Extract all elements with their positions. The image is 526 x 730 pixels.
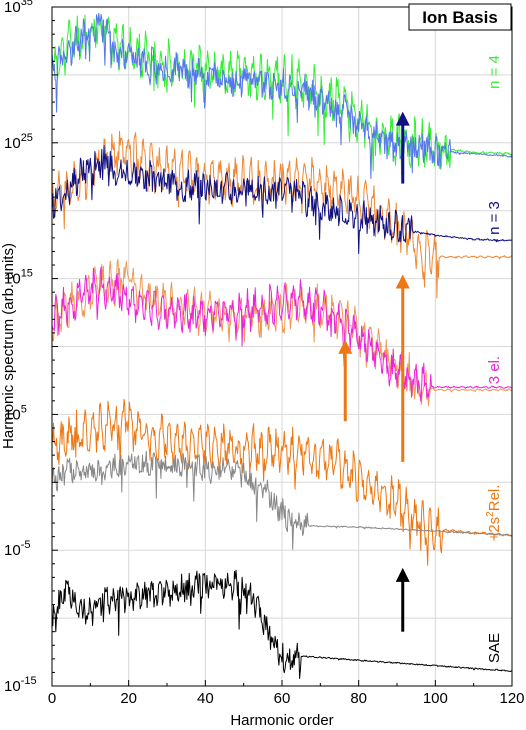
y-tick-label: 10-5 <box>4 539 30 559</box>
y-tick-label: 1035 <box>4 0 33 16</box>
x-tick-label: 60 <box>274 690 291 707</box>
x-axis-ticks: 0 20 40 60 80 100 120 <box>48 680 525 707</box>
arrow-head <box>338 339 353 354</box>
y-tick-base: 10 <box>4 678 21 695</box>
y-tick-exponent: -5 <box>21 539 31 551</box>
y-tick-base: 10 <box>4 542 21 559</box>
y-tick-base: 10 <box>4 0 21 16</box>
y-tick-exponent: 15 <box>21 268 33 280</box>
label-rel: +2s2Rel. <box>485 485 503 542</box>
chart-title: Ion Basis <box>422 8 498 27</box>
label-sae: SAE <box>486 633 503 663</box>
x-tick-label: 120 <box>499 690 524 707</box>
y-tick-base: 10 <box>4 406 21 423</box>
series-rel_gray <box>51 450 513 550</box>
arrow-head <box>395 111 410 126</box>
y-axis-title: Harmonic spectrum (arb. units) <box>0 243 17 449</box>
series-sae_black <box>51 569 513 679</box>
series-group <box>51 12 513 679</box>
series-el3_magenta <box>51 266 513 402</box>
y-tick-exponent: 5 <box>21 403 27 415</box>
x-tick-label: 100 <box>423 690 448 707</box>
x-tick-label: 40 <box>197 690 214 707</box>
x-axis-title: Harmonic order <box>230 712 333 729</box>
arrow-head <box>395 567 410 582</box>
y-tick-label: 10-15 <box>4 675 37 695</box>
series-n4_blue <box>51 12 513 179</box>
label-rel-sup: 2 <box>485 511 496 517</box>
y-tick-label: 105 <box>4 403 27 423</box>
y-tick-label: 1015 <box>4 268 33 288</box>
series-el3_orange <box>51 258 513 407</box>
arrows-group <box>338 111 410 632</box>
x-tick-label: 0 <box>48 690 56 707</box>
series-rel_orange <box>51 398 513 566</box>
x-tick-label: 80 <box>350 690 367 707</box>
y-tick-exponent: -15 <box>21 675 37 687</box>
y-tick-base: 10 <box>4 271 21 288</box>
x-tick-label: 20 <box>120 690 137 707</box>
y-tick-label: 1025 <box>4 132 33 152</box>
y-tick-exponent: 35 <box>21 0 33 8</box>
label-rel-main: +2s <box>486 517 503 542</box>
y-tick-base: 10 <box>4 135 21 152</box>
label-n3: n = 3 <box>486 201 503 235</box>
label-n4: n = 4 <box>486 55 503 89</box>
title-box: Ion Basis <box>408 3 512 31</box>
y-tick-exponent: 25 <box>21 132 33 144</box>
label-3el: 3 el. <box>486 356 503 384</box>
arrow-head <box>395 274 410 289</box>
series-n3_navy <box>51 145 513 254</box>
grid-lines <box>52 7 512 686</box>
label-rel-tail: Rel. <box>486 485 503 512</box>
